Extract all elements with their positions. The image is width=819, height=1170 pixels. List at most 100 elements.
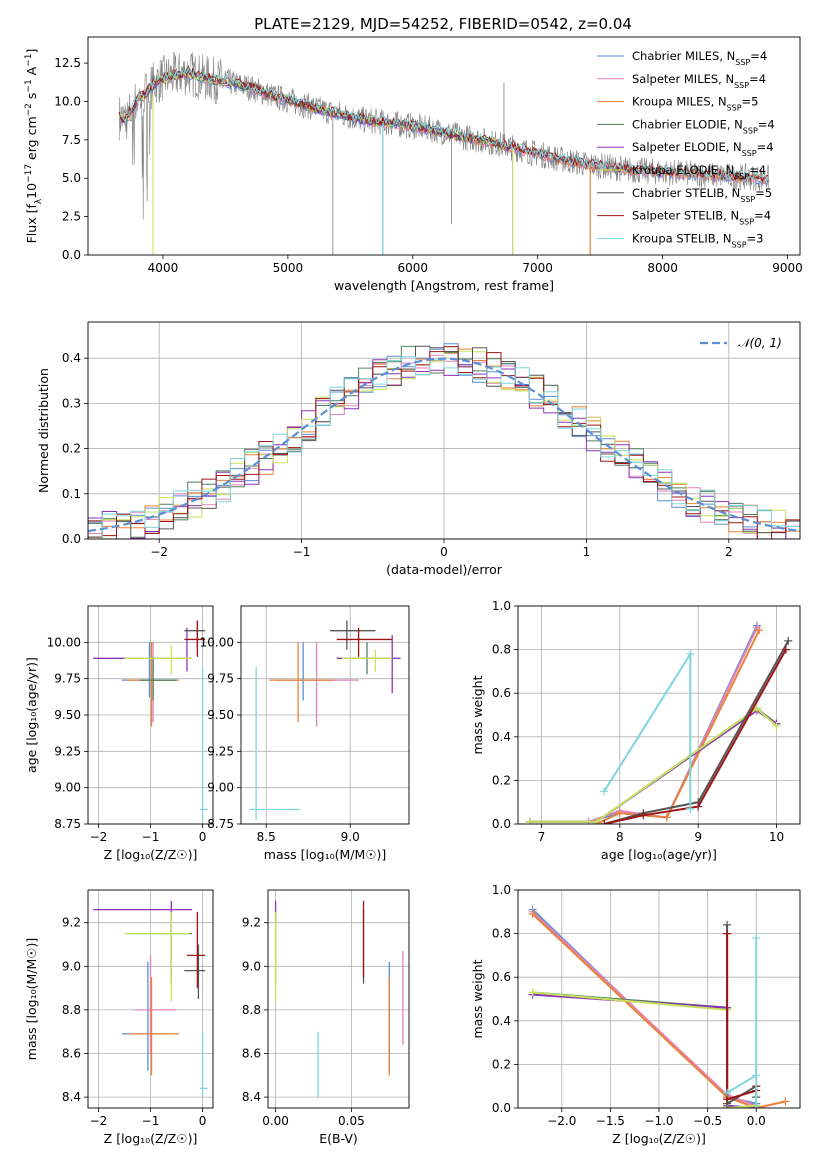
mass-weight-marker xyxy=(694,802,703,811)
y-axis-label: Normed distribution xyxy=(36,368,51,493)
legend-name: Kroupa STELIB, N xyxy=(632,231,732,245)
y-tick-label: 0.8 xyxy=(492,643,511,657)
mass-weight-marker xyxy=(600,820,609,824)
y-tick-label: 9.25 xyxy=(207,744,234,758)
y-tick-label: 0.0 xyxy=(62,532,81,546)
legend-nssp: =4 xyxy=(754,209,771,223)
x-axis-label: age [log₁₀(age/yr)] xyxy=(601,847,717,862)
mass-weight-vs-age-frame xyxy=(517,605,801,825)
y-tick-label: 8.6 xyxy=(62,1047,81,1061)
spectrum-lines xyxy=(118,51,770,255)
y-label-part: −1 xyxy=(24,79,34,92)
mass-weight-marker xyxy=(662,813,671,822)
legend-nssp: =3 xyxy=(747,231,764,245)
x-tick-label: −1 xyxy=(293,545,311,559)
mass-weight-marker xyxy=(772,721,781,730)
legend-nssp: =4 xyxy=(758,117,775,131)
y-tick-label: 9.2 xyxy=(242,916,261,930)
y-tick-label: 10.0 xyxy=(54,94,81,108)
x-tick-label: 8 xyxy=(616,830,624,844)
legend-sub: SSP xyxy=(734,80,749,89)
legend-nssp: =4 xyxy=(749,72,766,86)
y-tick-label: 7.5 xyxy=(62,133,81,147)
y-tick-label: 10.00 xyxy=(47,635,81,649)
y-label-part: s xyxy=(24,93,39,104)
y-tick-label: 2.5 xyxy=(62,210,81,224)
legend-label: Salpeter ELODIE, NSSP=4 xyxy=(632,140,774,158)
residuals-frame xyxy=(87,321,801,540)
legend-nssp: =5 xyxy=(755,186,772,200)
y-tick-label: 0.3 xyxy=(62,396,81,410)
y-tick-label: 5.0 xyxy=(62,171,81,185)
mass-weight-marker xyxy=(752,933,761,942)
y-tick-label: 1.0 xyxy=(492,599,511,613)
y-tick-label: 0.4 xyxy=(62,351,81,365)
x-tick-label: 4000 xyxy=(148,261,179,275)
mass-weight-vs-z-frame xyxy=(517,889,801,1109)
x-tick-label: 0 xyxy=(199,1114,207,1128)
x-tick-label: −1 xyxy=(142,1114,160,1128)
mass-weight-marker xyxy=(755,625,764,634)
mass-weight-marker xyxy=(752,1104,761,1108)
y-tick-label: 8.75 xyxy=(54,817,81,831)
x-tick-label: 7000 xyxy=(522,261,553,275)
mass-weight-vs-z-lines xyxy=(528,905,790,1108)
legend-label: Chabrier STELIB, NSSP=5 xyxy=(632,186,772,204)
y-axis-label: Flux [fλ10−17 erg cm−2 s−1 A−1] xyxy=(24,49,44,244)
legend-label: Salpeter STELIB, NSSP=4 xyxy=(632,209,771,227)
x-tick-label: 8.5 xyxy=(257,830,276,844)
y-tick-label: 0.0 xyxy=(492,1101,511,1115)
legend-sub: SSP xyxy=(727,103,742,112)
y-label-part: λ xyxy=(34,198,44,204)
legend-name: Chabrier ELODIE, N xyxy=(632,117,743,131)
legend-name: Chabrier STELIB, N xyxy=(632,186,740,200)
spectrum-frame xyxy=(87,36,801,256)
y-tick-label: 9.25 xyxy=(54,744,81,758)
spectrum-title: PLATE=2129, MJD=54252, FIBERID=0542, z=0… xyxy=(254,15,632,33)
y-tick-label: 8.8 xyxy=(242,1003,261,1017)
legend-name: Salpeter MILES, N xyxy=(632,72,734,86)
x-tick-label: 0.05 xyxy=(338,1114,365,1128)
y-tick-label: 0.0 xyxy=(492,817,511,831)
x-axis-label: mass [log₁₀(M/M☉)] xyxy=(264,847,386,862)
x-tick-label: 2 xyxy=(725,545,733,559)
mass-weight-marker xyxy=(723,920,732,929)
legend-sub: SSP xyxy=(742,149,757,158)
y-tick-label: 0.2 xyxy=(492,773,511,787)
y-tick-label: 12.5 xyxy=(54,56,81,70)
mass-weight-line xyxy=(603,640,790,824)
x-tick-label: 1 xyxy=(583,545,591,559)
y-tick-label: 0.8 xyxy=(492,927,511,941)
y-tick-label: 9.50 xyxy=(54,708,81,722)
mass-weight-marker xyxy=(592,817,601,824)
y-tick-label: 9.75 xyxy=(207,672,234,686)
y-label-part: A xyxy=(24,66,39,79)
age-vs-z-frame xyxy=(87,605,214,825)
y-label-part: Flux [f xyxy=(24,204,39,244)
x-tick-label: 8000 xyxy=(647,261,678,275)
y-tick-label: 8.4 xyxy=(242,1090,261,1104)
mass-weight-marker xyxy=(723,929,732,938)
y-tick-label: 9.75 xyxy=(54,672,81,686)
x-axis-label: Z [log₁₀(Z/Z☉)] xyxy=(104,1131,198,1146)
legend-nssp: =4 xyxy=(749,163,766,177)
x-axis-label: Z [log₁₀(Z/Z☉)] xyxy=(612,1131,706,1146)
y-tick-label: 9.0 xyxy=(242,959,261,973)
residual-steps xyxy=(88,343,800,539)
legend-sub: SSP xyxy=(743,126,758,135)
y-tick-label: 0.0 xyxy=(62,248,81,262)
mass-weight-line xyxy=(603,649,787,824)
age-vs-z-points xyxy=(93,620,208,820)
x-tick-label: 5000 xyxy=(273,261,304,275)
legend-nssp: =4 xyxy=(750,49,767,63)
y-axis-label: mass weight xyxy=(470,959,485,1038)
y-axis-label: mass weight xyxy=(470,675,485,754)
mass-weight-marker xyxy=(615,809,624,818)
x-axis-label: Z [log₁₀(Z/Z☉)] xyxy=(104,847,198,862)
y-tick-label: 0.2 xyxy=(492,1057,511,1071)
mass-weight-marker xyxy=(686,649,695,658)
age-vs-z-axes: −2 −1 0 8.75 9.00 9.25 9.50 9.75 10.00 Z [log₁₀(Z… xyxy=(24,606,213,862)
x-tick-label: 10 xyxy=(769,830,784,844)
y-label-part: −1 xyxy=(24,54,34,67)
